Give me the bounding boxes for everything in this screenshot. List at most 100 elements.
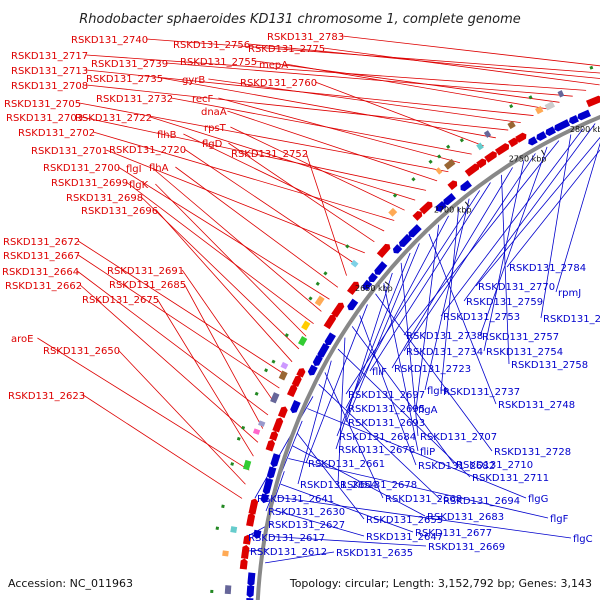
label-connector	[183, 148, 356, 265]
reverse-gene-label: RSKD131_2612	[250, 547, 327, 558]
label-connector	[337, 348, 471, 478]
gene-arrow	[460, 180, 472, 192]
label-connector	[342, 35, 600, 67]
feature-label-connectors	[37, 35, 600, 564]
reverse-gene-label: RSKD131_2759	[466, 297, 543, 308]
label-connector	[506, 149, 600, 268]
label-connector	[345, 243, 420, 423]
gene-arrow	[412, 211, 423, 221]
gene-arrow	[374, 261, 388, 275]
gene-arrow	[347, 298, 359, 311]
label-connector	[555, 142, 600, 293]
forward-gene-label: mepA	[259, 60, 288, 71]
reverse-gene-label: RSKD131_2738	[406, 331, 483, 342]
gene-arrow	[291, 375, 302, 388]
forward-gene-label: flgI	[126, 164, 142, 175]
label-connector	[152, 167, 322, 312]
forward-gene-label: RSKD131_2664	[2, 267, 79, 278]
reverse-gene-label: RSKD131_2710	[456, 460, 533, 471]
forward-gene-label: RSKD131_2705	[4, 99, 81, 110]
cog-block	[483, 130, 492, 138]
gene-features	[210, 65, 600, 600]
forward-gene-label: dnaA	[201, 107, 227, 118]
gc-marker	[315, 281, 320, 286]
reverse-gene-label: RSKD131_2668	[385, 494, 462, 505]
gene-arrow	[515, 132, 527, 143]
reverse-gene-label: RSKD131_2669	[428, 542, 505, 553]
label-connector	[166, 62, 573, 97]
gene-arrow	[362, 279, 373, 290]
reverse-gene-label: RSKD131_2684	[339, 432, 416, 443]
label-connector	[359, 315, 417, 466]
forward-gene-label: RSKD131_2699	[51, 178, 128, 189]
label-connector	[254, 396, 314, 499]
reverse-gene-label: fliF	[372, 367, 387, 378]
reverse-gene-label: RSKD131_2635	[336, 548, 413, 559]
gc-marker	[345, 244, 350, 249]
label-connector	[479, 146, 548, 337]
label-connector	[181, 269, 274, 402]
forward-gene-label: RSKD131_2672	[3, 237, 80, 248]
gene-arrow	[246, 585, 255, 598]
gc-marker	[271, 359, 276, 364]
cog-block	[388, 207, 398, 217]
forward-gene-label: RSKD131_2720	[109, 145, 186, 156]
forward-gene-label: RSKD131_2755	[180, 57, 257, 68]
label-connector	[383, 283, 419, 452]
cog-block	[224, 585, 232, 595]
kbp-tick	[384, 281, 390, 286]
reverse-gene-label: RSKD131_2784	[509, 263, 586, 274]
label-connector	[292, 445, 426, 517]
gc-marker	[528, 95, 533, 100]
gene-arrow	[307, 364, 318, 376]
label-connector	[307, 408, 527, 499]
reverse-gene-label: RSKD131_2654	[300, 480, 377, 491]
gc-marker	[589, 65, 594, 70]
gene-arrow	[577, 109, 591, 121]
label-connector	[268, 535, 427, 547]
gene-arrow	[272, 417, 284, 433]
gene-arrow	[260, 493, 269, 504]
forward-gene-label: RSKD131_2713	[11, 66, 88, 77]
label-connector	[345, 215, 449, 409]
gene-arrow	[323, 314, 337, 330]
gene-arrow	[545, 126, 556, 136]
backbone-circle	[255, 114, 600, 600]
forward-gene-label: RSKD131_2623	[8, 391, 85, 402]
label-connector	[155, 183, 307, 337]
label-connector	[76, 270, 269, 416]
reverse-gene-label: RSKD131_2723	[394, 364, 471, 375]
cog-block	[544, 101, 555, 111]
gene-arrow	[528, 136, 538, 146]
gc-marker	[264, 368, 269, 373]
label-connector	[125, 181, 314, 325]
gene-arrow	[569, 114, 579, 125]
label-connector	[277, 496, 572, 539]
gene-arrow	[508, 137, 519, 148]
label-connector	[86, 69, 534, 116]
forward-gene-label: RSKD131_2775	[248, 44, 325, 55]
label-connector	[540, 134, 572, 319]
forward-gene-label: RSKD131_2739	[91, 59, 168, 70]
gene-arrow	[277, 406, 288, 419]
forward-gene-label: flgD	[202, 139, 223, 150]
label-connector	[227, 110, 438, 182]
label-connector	[323, 47, 600, 86]
label-connector	[280, 483, 414, 533]
reverse-gene-label: rpmJ	[558, 288, 581, 299]
label-connector	[501, 174, 510, 365]
gc-marker	[241, 425, 246, 430]
gene-arrow	[241, 544, 250, 559]
label-connector	[315, 81, 484, 147]
label-connector	[403, 140, 560, 336]
reverse-gene-label: RSKD131_2683	[427, 512, 504, 523]
label-connector	[337, 337, 346, 485]
gene-arrow	[443, 192, 456, 206]
reverse-gene-label: RSKD131_2677	[415, 528, 492, 539]
reverse-gene-label: RSKD131_2682	[418, 461, 495, 472]
kbp-tick	[541, 149, 545, 156]
reverse-gene-label: RSKD131_2697	[348, 390, 425, 401]
forward-gene-label: RSKD131_2691	[107, 266, 184, 277]
gene-arrow	[290, 400, 301, 414]
